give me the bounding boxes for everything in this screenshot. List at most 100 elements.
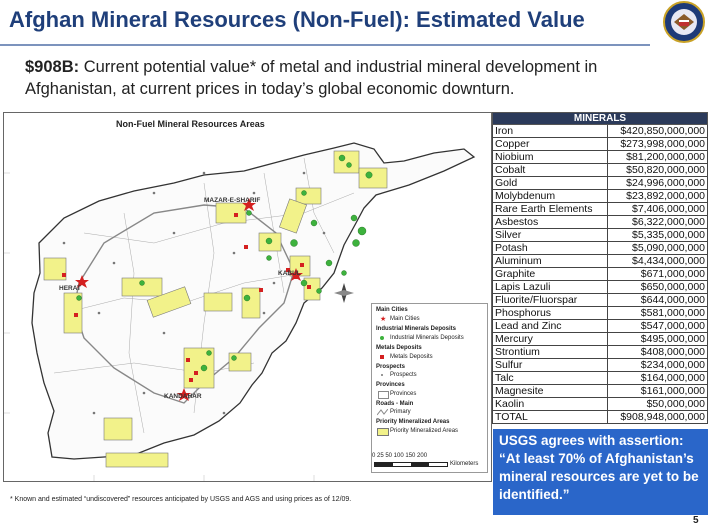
map-graphic [4, 142, 476, 481]
table-row: Talc $164,000,000 [492, 371, 709, 385]
legend-industrial: Industrial Minerals Deposits [390, 335, 464, 341]
legend-priority: Priority Mineralized Areas [390, 428, 459, 434]
mineral-value: $4,434,000,000 [606, 254, 709, 268]
mineral-name: Potash [492, 241, 608, 255]
title-divider [0, 44, 650, 46]
mineral-value: $273,998,000,000 [606, 137, 709, 151]
industrial-deposits [76, 154, 373, 372]
legend-metals: Metals Deposits [390, 354, 433, 360]
gray-dot-icon [381, 374, 383, 376]
mineral-name: Niobium [492, 150, 608, 164]
mineral-value: $161,000,000 [606, 384, 709, 398]
mineral-name: Fluorite/Fluorspar [492, 293, 608, 307]
mineral-name: Asbestos [492, 215, 608, 229]
province-box-icon [378, 391, 389, 399]
scale-ticks: 0 25 50 100 150 200 [372, 453, 428, 459]
mineral-name: Lapis Lazuli [492, 280, 608, 294]
headline-amount: $908B: [25, 58, 80, 76]
table-header: MINERALS [492, 112, 708, 125]
legend-roads-heading: Roads - Main [376, 401, 414, 407]
table-row: Magnesite $161,000,000 [492, 384, 709, 398]
table-row: Phosphorus $581,000,000 [492, 306, 709, 320]
table-row: Potash $5,090,000,000 [492, 241, 709, 255]
map-legend: Main Cities ★ Main Cities Industrial Min… [371, 303, 488, 473]
table-row: Cobalt $50,820,000,000 [492, 163, 709, 177]
legend-prospects: Prospects [390, 372, 417, 378]
map-title: Non-Fuel Mineral Resources Areas [116, 119, 265, 129]
mineral-value: $50,000,000 [606, 397, 709, 411]
mineral-name: Kaolin [492, 397, 608, 411]
minerals-table: MINERALS Iron $420,850,000,000 Copper $273,… [492, 112, 709, 424]
legend-roads: Primary [390, 409, 411, 415]
headline-text: Current potential value* of metal and in… [25, 58, 598, 98]
mineral-value: $408,000,000 [606, 345, 709, 359]
usgs-callout: USGS agrees with assertion: “At least 70… [493, 429, 708, 515]
legend-provinces: Provinces [390, 391, 417, 397]
table-row: Graphite $671,000,000 [492, 267, 709, 281]
table-total-row: TOTAL $908,948,000,000 [492, 410, 709, 424]
title-bar: Afghan Mineral Resources (Non-Fuel): Est… [0, 0, 711, 50]
mineral-name: Lead and Zinc [492, 319, 608, 333]
mineral-value: $23,892,000,000 [606, 189, 709, 203]
mineral-value: $5,090,000,000 [606, 241, 709, 255]
main-city-markers [75, 198, 303, 401]
mineral-map: Non-Fuel Mineral Resources Areas MAZAR-E… [3, 112, 492, 482]
green-dot-icon [380, 336, 384, 340]
legend-priority-heading: Priority Mineralized Areas [376, 419, 450, 425]
legend-industrial-heading: Industrial Minerals Deposits [376, 326, 457, 332]
priority-box-icon [377, 428, 389, 436]
footnote: * Known and estimated “undiscovered” res… [10, 496, 352, 503]
table-row: Asbestos $6,322,000,000 [492, 215, 709, 229]
table-row: Fluorite/Fluorspar $644,000,000 [492, 293, 709, 307]
mineral-name: Mercury [492, 332, 608, 346]
city-label-herat: HERAT [59, 285, 81, 292]
table-row: Silver $5,335,000,000 [492, 228, 709, 242]
table-row: Aluminum $4,434,000,000 [492, 254, 709, 268]
mineral-name: Phosphorus [492, 306, 608, 320]
mineral-value: $24,996,000,000 [606, 176, 709, 190]
table-row: Rare Earth Elements $7,406,000,000 [492, 202, 709, 216]
table-row: Lapis Lazuli $650,000,000 [492, 280, 709, 294]
mineral-name: Cobalt [492, 163, 608, 177]
mineral-name: Talc [492, 371, 608, 385]
table-body: Iron $420,850,000,000 Copper $273,998,000,0… [492, 124, 709, 411]
compass-rose [334, 283, 354, 303]
mineral-value: $7,406,000,000 [606, 202, 709, 216]
star-icon: ★ [380, 316, 387, 323]
mineral-value: $650,000,000 [606, 280, 709, 294]
mineral-name: Sulfur [492, 358, 608, 372]
mineral-name: Gold [492, 176, 608, 190]
total-label: TOTAL [492, 410, 608, 424]
road-line-icon [377, 409, 388, 416]
prospect-markers [62, 171, 326, 415]
table-row: Gold $24,996,000,000 [492, 176, 709, 190]
table-row: Lead and Zinc $547,000,000 [492, 319, 709, 333]
table-row: Molybdenum $23,892,000,000 [492, 189, 709, 203]
priority-areas [43, 150, 388, 468]
mineral-name: Rare Earth Elements [492, 202, 608, 216]
mineral-name: Copper [492, 137, 608, 151]
page-number: 5 [693, 515, 699, 526]
mineral-value: $581,000,000 [606, 306, 709, 320]
red-square-icon [380, 355, 384, 359]
legend-main-cities-heading: Main Cities [376, 307, 408, 313]
mineral-value: $164,000,000 [606, 371, 709, 385]
scale-unit: Kilometers [450, 461, 479, 467]
legend-main-cities: Main Cities [390, 316, 420, 322]
mineral-value: $644,000,000 [606, 293, 709, 307]
mineral-name: Aluminum [492, 254, 608, 268]
mineral-value: $547,000,000 [606, 319, 709, 333]
slide-title: Afghan Mineral Resources (Non-Fuel): Est… [9, 7, 585, 32]
table-row: Niobium $81,200,000,000 [492, 150, 709, 164]
mineral-value: $671,000,000 [606, 267, 709, 281]
mineral-value: $420,850,000,000 [606, 124, 709, 138]
total-value: $908,948,000,000 [606, 410, 709, 424]
mineral-value: $495,000,000 [606, 332, 709, 346]
table-row: Strontium $408,000,000 [492, 345, 709, 359]
headline: $908B: Current potential value* of metal… [25, 56, 665, 100]
city-label-kandahar: KANDAHAR [164, 393, 202, 400]
department-seal-logo [663, 1, 705, 43]
mineral-value: $81,200,000,000 [606, 150, 709, 164]
mineral-name: Silver [492, 228, 608, 242]
mineral-value: $234,000,000 [606, 358, 709, 372]
